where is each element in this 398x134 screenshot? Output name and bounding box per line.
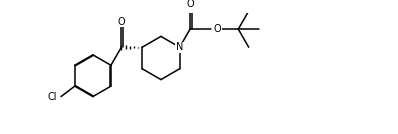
Text: O: O xyxy=(186,0,194,9)
Text: N: N xyxy=(176,42,183,52)
Text: O: O xyxy=(213,24,221,34)
Text: O: O xyxy=(117,17,125,27)
Text: Cl: Cl xyxy=(47,92,57,102)
